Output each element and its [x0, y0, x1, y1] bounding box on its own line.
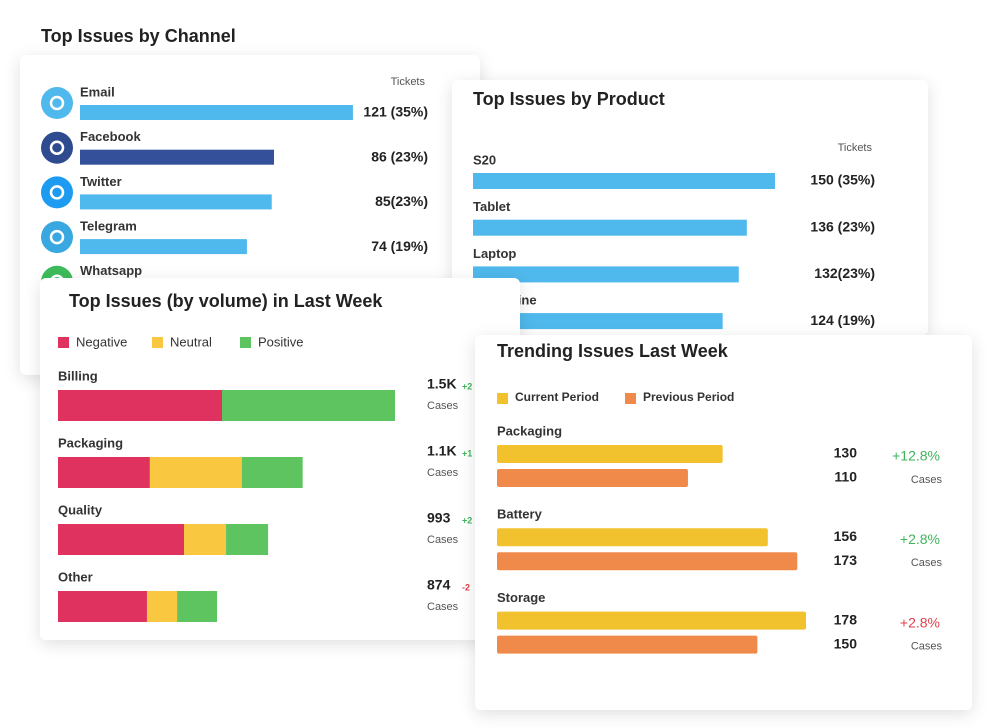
- category-label: S20: [473, 152, 496, 167]
- bar-segment: [58, 390, 223, 421]
- unit-label: Cases: [911, 557, 943, 569]
- unit-label: Cases: [911, 641, 943, 653]
- category-label: Facebook: [80, 129, 141, 144]
- value-label: 132(23%): [814, 265, 875, 281]
- category-label: Quality: [58, 502, 103, 517]
- total-label: 1.5K: [427, 376, 457, 392]
- bar-segment: [222, 390, 395, 421]
- bar: [473, 313, 723, 330]
- bar-segment: [58, 591, 147, 622]
- category-label: Battery: [497, 507, 543, 522]
- bar-segment: [177, 591, 218, 622]
- category-label: Laptop: [473, 246, 516, 261]
- value-label: 156: [834, 528, 858, 544]
- bar: [497, 635, 758, 654]
- bar: [473, 266, 739, 283]
- channel-icon: [41, 131, 73, 164]
- value-label: 86 (23%): [371, 148, 428, 164]
- bar-segment: [149, 457, 242, 488]
- change-label: +2: [462, 381, 472, 391]
- total-label: 993: [427, 510, 451, 526]
- bar: [80, 194, 272, 210]
- legend-label: Previous Period: [643, 390, 734, 404]
- legend-swatch: [152, 337, 163, 348]
- unit-label: Cases: [911, 474, 943, 486]
- change-label: +12.8%: [892, 448, 940, 464]
- channel-icon: [41, 87, 73, 119]
- category-label: Telegram: [80, 219, 137, 234]
- bar: [497, 469, 688, 487]
- change-label: +2.8%: [900, 614, 940, 630]
- bar: [497, 528, 768, 547]
- category-label: Other: [58, 569, 93, 584]
- value-label: 136 (23%): [810, 218, 875, 234]
- icon-glyph: [49, 140, 65, 155]
- value-label: 173: [834, 552, 858, 568]
- card-title: Trending Issues Last Week: [497, 341, 729, 361]
- category-label: Email: [80, 84, 115, 99]
- bar-segment: [226, 524, 269, 555]
- bar: [497, 445, 723, 463]
- card-title: Top Issues by Channel: [41, 26, 236, 46]
- channel-icon: [41, 221, 73, 254]
- change-label: +2: [462, 515, 472, 525]
- legend-label: Neutral: [170, 334, 212, 349]
- bar-segment: [58, 524, 185, 555]
- value-label: 110: [834, 469, 857, 485]
- legend-swatch: [625, 393, 636, 404]
- unit-label: Cases: [427, 400, 459, 412]
- category-label: Billing: [58, 368, 98, 383]
- legend-label: Current Period: [515, 390, 599, 404]
- category-label: Tablet: [473, 199, 511, 214]
- value-label: 150: [834, 635, 858, 651]
- value-label: 130: [834, 445, 858, 461]
- icon-glyph: [49, 185, 65, 200]
- value-label: 150 (35%): [810, 172, 875, 188]
- value-label: 121 (35%): [363, 104, 428, 120]
- icon-glyph: [49, 95, 65, 111]
- category-label: Twitter: [80, 174, 122, 189]
- channel-icon: [41, 176, 73, 209]
- bar-segment: [146, 591, 178, 622]
- unit-label: Cases: [427, 467, 459, 479]
- unit-label: Cases: [427, 601, 459, 613]
- category-label: Storage: [497, 590, 545, 605]
- value-label: 74 (19%): [371, 238, 428, 254]
- change-label: +1: [462, 448, 472, 458]
- card-title: Top Issues (by volume) in Last Week: [69, 291, 383, 311]
- bar: [473, 173, 775, 189]
- change-label: +2.8%: [900, 531, 940, 547]
- total-label: 874: [427, 577, 451, 593]
- column-label: Tickets: [391, 76, 426, 88]
- column-label: Tickets: [838, 142, 873, 154]
- bar: [80, 105, 353, 120]
- unit-label: Cases: [427, 534, 459, 546]
- legend-swatch: [497, 393, 508, 404]
- bar-segment: [184, 524, 227, 555]
- icon-glyph: [49, 229, 65, 245]
- value-label: 124 (19%): [810, 312, 875, 328]
- legend-swatch: [58, 337, 69, 348]
- value-label: 85(23%): [375, 193, 428, 209]
- value-label: 178: [834, 611, 858, 627]
- bar: [473, 219, 747, 236]
- change-label: -2: [462, 582, 470, 592]
- total-label: 1.1K: [427, 443, 457, 459]
- bar-segment: [58, 457, 150, 488]
- legend-label: Positive: [258, 334, 304, 349]
- legend-label: Negative: [76, 334, 127, 349]
- bar: [497, 552, 798, 571]
- category-label: Packaging: [58, 435, 123, 450]
- bar: [497, 611, 806, 630]
- category-label: Whatsapp: [80, 263, 142, 278]
- category-label: Packaging: [497, 423, 562, 438]
- bar: [80, 149, 274, 165]
- legend-swatch: [240, 337, 251, 348]
- card-title: Top Issues by Product: [473, 89, 665, 109]
- bar-segment: [241, 457, 303, 488]
- bar: [80, 239, 247, 255]
